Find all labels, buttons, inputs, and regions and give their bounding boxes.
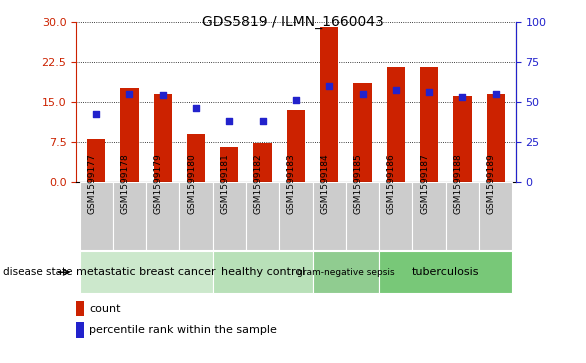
Point [491, 91, 500, 97]
Text: GSM1599182: GSM1599182 [254, 153, 263, 214]
Bar [76, 322, 84, 338]
Point [224, 118, 234, 124]
Bar [280, 182, 312, 250]
Bar [246, 182, 280, 250]
Bar [120, 88, 139, 182]
Text: gram-negative sepsis: gram-negative sepsis [297, 268, 395, 277]
Bar [446, 182, 479, 250]
Point [424, 89, 434, 95]
Bar [312, 251, 379, 293]
Bar [320, 27, 338, 182]
Text: GDS5819 / ILMN_1660043: GDS5819 / ILMN_1660043 [202, 15, 384, 29]
Text: GSM1599189: GSM1599189 [487, 153, 496, 214]
Bar [213, 251, 312, 293]
Bar [420, 67, 438, 182]
Point [192, 105, 201, 111]
Text: metastatic breast cancer: metastatic breast cancer [76, 267, 216, 277]
Bar [486, 94, 505, 182]
Bar [187, 134, 205, 182]
Bar [113, 182, 146, 250]
Bar [220, 147, 239, 182]
Bar [213, 182, 246, 250]
Bar [387, 67, 405, 182]
Bar [453, 96, 472, 182]
Bar [146, 182, 179, 250]
Text: disease state: disease state [3, 267, 73, 277]
Text: percentile rank within the sample: percentile rank within the sample [90, 325, 277, 335]
Bar [479, 182, 512, 250]
Text: tuberculosis: tuberculosis [412, 267, 479, 277]
Text: GSM1599179: GSM1599179 [154, 153, 163, 214]
Point [358, 91, 367, 97]
Bar [379, 182, 413, 250]
Bar [154, 94, 172, 182]
Bar [353, 83, 372, 182]
Bar [379, 251, 512, 293]
Text: GSM1599178: GSM1599178 [121, 153, 130, 214]
Bar [80, 182, 113, 250]
Text: GSM1599188: GSM1599188 [454, 153, 462, 214]
Point [125, 91, 134, 97]
Text: healthy control: healthy control [220, 267, 305, 277]
Point [391, 87, 400, 93]
Point [458, 94, 467, 100]
Bar [413, 182, 446, 250]
Bar [312, 182, 346, 250]
Text: GSM1599187: GSM1599187 [420, 153, 429, 214]
Point [258, 118, 267, 124]
Bar [76, 301, 84, 316]
Text: GSM1599183: GSM1599183 [287, 153, 296, 214]
Point [158, 92, 168, 98]
Bar [87, 139, 105, 182]
Text: GSM1599181: GSM1599181 [220, 153, 229, 214]
Bar [287, 110, 305, 182]
Text: GSM1599184: GSM1599184 [320, 153, 329, 214]
Text: GSM1599185: GSM1599185 [353, 153, 363, 214]
Text: GSM1599180: GSM1599180 [187, 153, 196, 214]
Point [291, 97, 301, 103]
Bar [80, 251, 213, 293]
Bar [179, 182, 213, 250]
Point [325, 83, 334, 89]
Text: count: count [90, 303, 121, 314]
Text: GSM1599186: GSM1599186 [387, 153, 396, 214]
Point [91, 111, 101, 117]
Bar [254, 143, 272, 182]
Bar [346, 182, 379, 250]
Text: GSM1599177: GSM1599177 [87, 153, 96, 214]
